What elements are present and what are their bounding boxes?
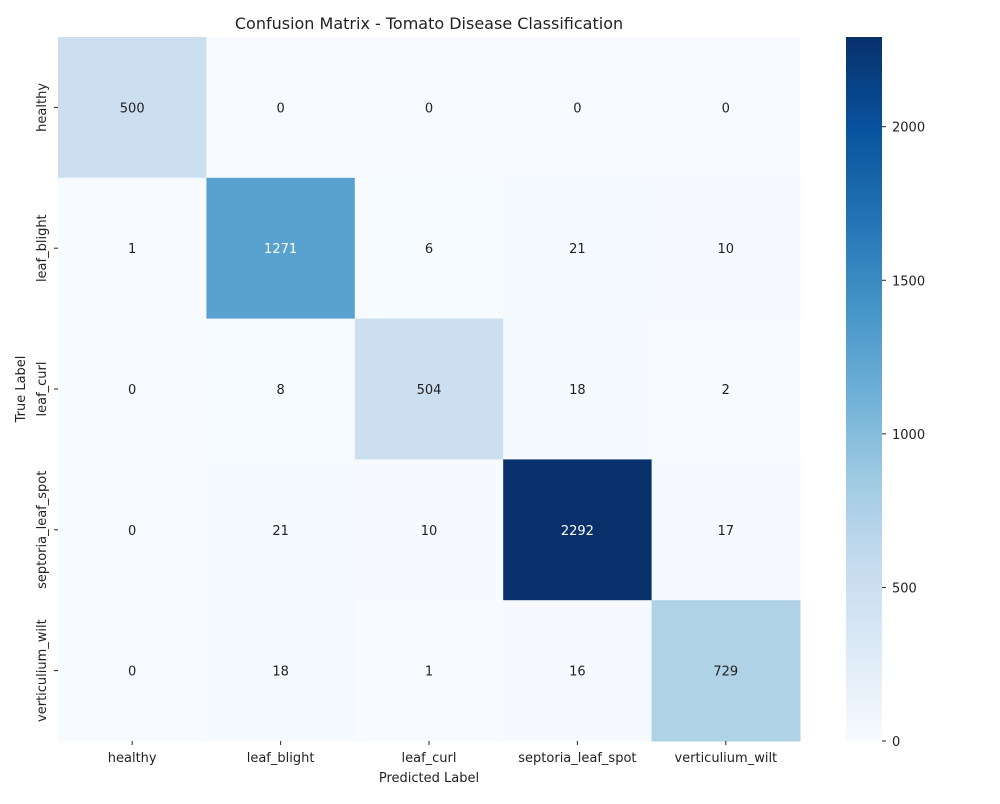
heatmap-cell [503,37,653,179]
cell-value-label: 0 [128,665,136,680]
y-tick-label: leaf_blight [35,214,50,282]
cell-value-label: 500 [120,101,145,116]
cell-value-label: 8 [276,383,284,398]
colorbar-tick-label: 0 [892,735,900,750]
heatmap-cell [58,459,207,601]
heatmap-cell [58,177,207,320]
colorbar-gradient [846,37,882,741]
heatmap-cell [206,37,356,179]
heatmap-cells: 500 0 0 0 0 1 1271 6 21 10 0 8 504 18 2 0 21 10 2292 17 0 18 1… [58,37,801,742]
cell-value-label: 504 [417,383,442,398]
heatmap-cell [503,459,653,601]
cell-value-label: 0 [128,524,136,539]
x-tick-label: verticulium_wilt [674,751,777,766]
heatmap-cell [206,318,356,460]
heatmap-cell [354,177,504,320]
cell-value-label: 1 [128,242,136,257]
y-axis-ticks: healthy leaf_blight leaf_curl septoria_leaf… [35,83,58,722]
heatmap-cell [651,318,801,460]
cell-value-label: 729 [713,665,738,680]
heatmap-cell [58,318,207,460]
heatmap-cell [651,459,801,601]
cell-value-label: 2292 [561,524,594,539]
heatmap-cell [503,318,653,460]
y-tick-label: verticulium_wilt [35,619,50,722]
x-tick-label: septoria_leaf_spot [518,751,636,766]
y-tick-label: septoria_leaf_spot [35,471,50,589]
heatmap-cell [206,177,356,320]
heatmap-cell [354,459,504,601]
x-tick-label: leaf_blight [247,751,315,766]
y-tick-label: leaf_curl [35,362,50,417]
cell-value-label: 0 [573,101,581,116]
heatmap-cell [651,177,801,320]
colorbar-tick-label: 2000 [892,121,925,136]
x-axis-label: Predicted Label [379,771,479,786]
cell-value-label: 0 [276,101,284,116]
cell-value-label: 6 [425,242,433,257]
heatmap-cell [354,600,504,742]
heatmap-cell [354,37,504,179]
heatmap-cell [58,600,207,742]
cell-value-label: 0 [425,101,433,116]
cell-value-label: 1271 [264,242,297,257]
colorbar-tick-label: 1000 [892,428,925,443]
cell-value-label: 18 [272,665,289,680]
heatmap-cell [206,600,356,742]
cell-value-label: 10 [421,524,438,539]
heatmap-cell [503,177,653,320]
cell-value-label: 2 [722,383,730,398]
y-tick-label: healthy [35,83,50,132]
heatmap-cell [354,318,504,460]
heatmap-cell [503,600,653,742]
cell-value-label: 16 [569,665,586,680]
x-axis-ticks: healthy leaf_blight leaf_curl septoria_leaf… [108,741,777,766]
colorbar-ticks: 0 500 1000 1500 2000 [882,121,925,750]
heatmap-cell [651,37,801,179]
colorbar-tick-label: 1500 [892,274,925,289]
y-axis-label: True Label [14,356,29,424]
cell-value-label: 0 [128,383,136,398]
heatmap-cell [651,600,801,742]
colorbar: 0 500 1000 1500 2000 [846,37,925,750]
chart-title: Confusion Matrix - Tomato Disease Classi… [235,14,623,33]
colorbar-tick-label: 500 [892,581,917,596]
cell-value-label: 18 [569,383,586,398]
cell-value-label: 1 [425,665,433,680]
cell-value-label: 21 [569,242,586,257]
heatmap-cell [58,37,207,179]
cell-value-label: 17 [718,524,735,539]
cell-value-label: 0 [722,101,730,116]
cell-value-label: 10 [718,242,735,257]
x-tick-label: leaf_curl [402,751,457,766]
heatmap-cell [206,459,356,601]
cell-value-label: 21 [272,524,289,539]
x-tick-label: healthy [108,751,157,766]
